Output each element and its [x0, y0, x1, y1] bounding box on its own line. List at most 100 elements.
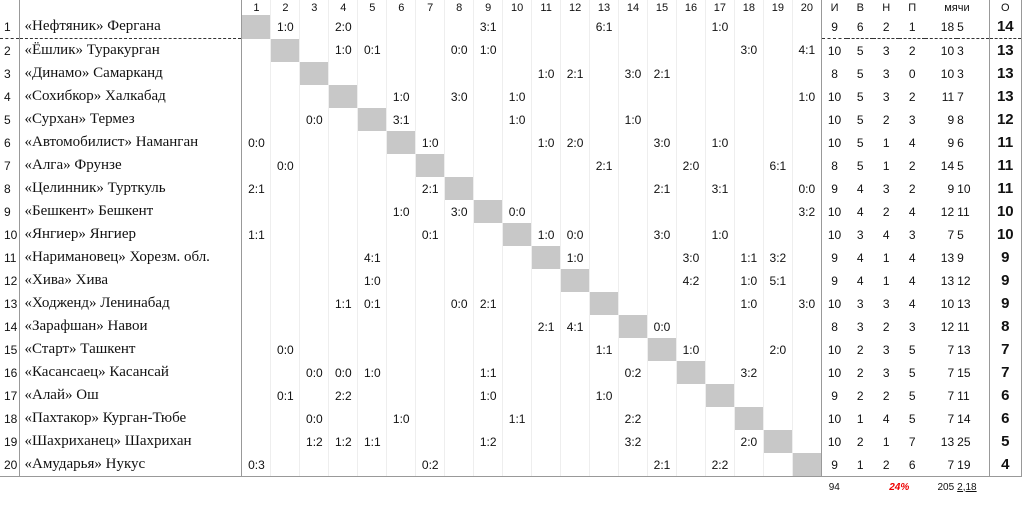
match-result [733, 131, 764, 154]
drawn: 2 [882, 112, 890, 127]
match-result: 1:2 [328, 430, 358, 453]
match-result [647, 85, 677, 108]
match-result [386, 62, 416, 85]
match-result [444, 223, 474, 246]
match-result [733, 453, 764, 477]
won: 2 [856, 388, 864, 403]
match-result: 1:0 [733, 292, 764, 315]
match-result [531, 269, 561, 292]
match-result [502, 269, 532, 292]
match-result: 6:1 [762, 154, 793, 177]
match-result [589, 246, 619, 269]
match-result [444, 62, 474, 85]
match-result [357, 131, 387, 154]
match-result: 1:0 [502, 85, 532, 108]
match-result [357, 407, 387, 430]
match-result: 1:0 [473, 38, 503, 62]
column-number: 17 [704, 0, 735, 15]
match-result: 2:2 [328, 384, 358, 407]
match-result [415, 200, 445, 223]
match-result [762, 292, 793, 315]
match-result [531, 292, 561, 315]
match-result [733, 384, 764, 407]
team-row: 6 «Автомобилист» Наманган 0:0 1:0 1:0 2:0 3:0 1… [0, 131, 1022, 154]
match-result [647, 154, 677, 177]
match-result [386, 361, 416, 384]
match-result: 1:0 [415, 131, 445, 154]
match-result [386, 154, 416, 177]
match-result [357, 15, 387, 39]
match-result [675, 223, 706, 246]
goals-against: 14 [957, 411, 971, 426]
column-number: 3 [299, 0, 329, 15]
team-name: «Пахтакор» Курган-Тюбе [19, 407, 243, 430]
team-name: «Динамо» Самарканд [19, 62, 243, 85]
stat-header: И [820, 0, 848, 15]
match-result [444, 15, 474, 39]
match-result [647, 15, 677, 39]
match-result [733, 62, 764, 85]
match-result [560, 453, 590, 477]
match-result [241, 108, 271, 131]
match-result: 3:2 [762, 246, 793, 269]
draw-share: 24% [889, 481, 910, 493]
match-result [791, 430, 822, 453]
match-result [589, 131, 619, 154]
match-result: 1:1 [357, 430, 387, 453]
diagonal-cell [733, 407, 764, 430]
position: 17 [0, 384, 21, 407]
goals-against: 19 [957, 453, 990, 477]
match-result [444, 108, 474, 131]
match-result [704, 38, 735, 62]
match-result [762, 85, 793, 108]
goals-against: 11 [957, 204, 970, 219]
position: 12 [0, 269, 21, 292]
played: 10 [820, 407, 848, 430]
lost: 5 [908, 388, 916, 403]
goals-for: 13 [940, 434, 955, 449]
match-result [270, 246, 300, 269]
drawn: 1 [882, 273, 890, 288]
goals-for: 10 [940, 296, 955, 311]
match-result [299, 131, 329, 154]
won: 6 [847, 15, 874, 39]
match-result [589, 407, 619, 430]
match-result [415, 15, 445, 39]
match-result: 1:2 [473, 430, 503, 453]
match-result: 1:0 [704, 131, 735, 154]
match-result [675, 292, 706, 315]
column-number: 18 [733, 0, 764, 15]
team-row: 17 «Алай» Ош 0:1 2:2 1:0 1:0 9 2 2 5 7 11 6 [0, 384, 1022, 407]
lost: 2 [908, 43, 916, 58]
match-result: 1:0 [270, 15, 300, 39]
match-result: 3:1 [386, 108, 416, 131]
goals-average: 2,18 [957, 481, 977, 493]
lost: 1 [899, 15, 926, 39]
match-result [241, 154, 271, 177]
footer-spacer [989, 477, 1021, 498]
match-result [241, 269, 271, 292]
match-result [762, 177, 793, 200]
match-result [270, 292, 300, 315]
goals-for: 10 [940, 66, 955, 81]
played: 8 [820, 154, 848, 177]
match-result: 3:2 [791, 200, 822, 223]
played: 10 [820, 223, 848, 246]
drawn: 1 [882, 250, 890, 265]
match-result [444, 131, 474, 154]
diagonal-cell [589, 292, 619, 315]
match-result: 4:1 [357, 246, 387, 269]
match-result [589, 108, 619, 131]
column-number: 1 [241, 0, 271, 15]
played: 10 [820, 131, 848, 154]
match-result [415, 430, 445, 453]
match-result: 2:1 [647, 177, 677, 200]
match-result [473, 177, 503, 200]
team-row: 5 «Сурхан» Термез 0:0 3:1 1:0 1:0 10 5 2 3 9 8 12 [0, 108, 1022, 131]
team-name: «Нефтяник» Фергана [19, 15, 243, 39]
drawn: 3 [882, 43, 890, 58]
match-result: 0:0 [241, 131, 271, 154]
goals-against: 5 [957, 158, 964, 173]
points: 13 [988, 62, 1022, 85]
match-result [531, 85, 561, 108]
